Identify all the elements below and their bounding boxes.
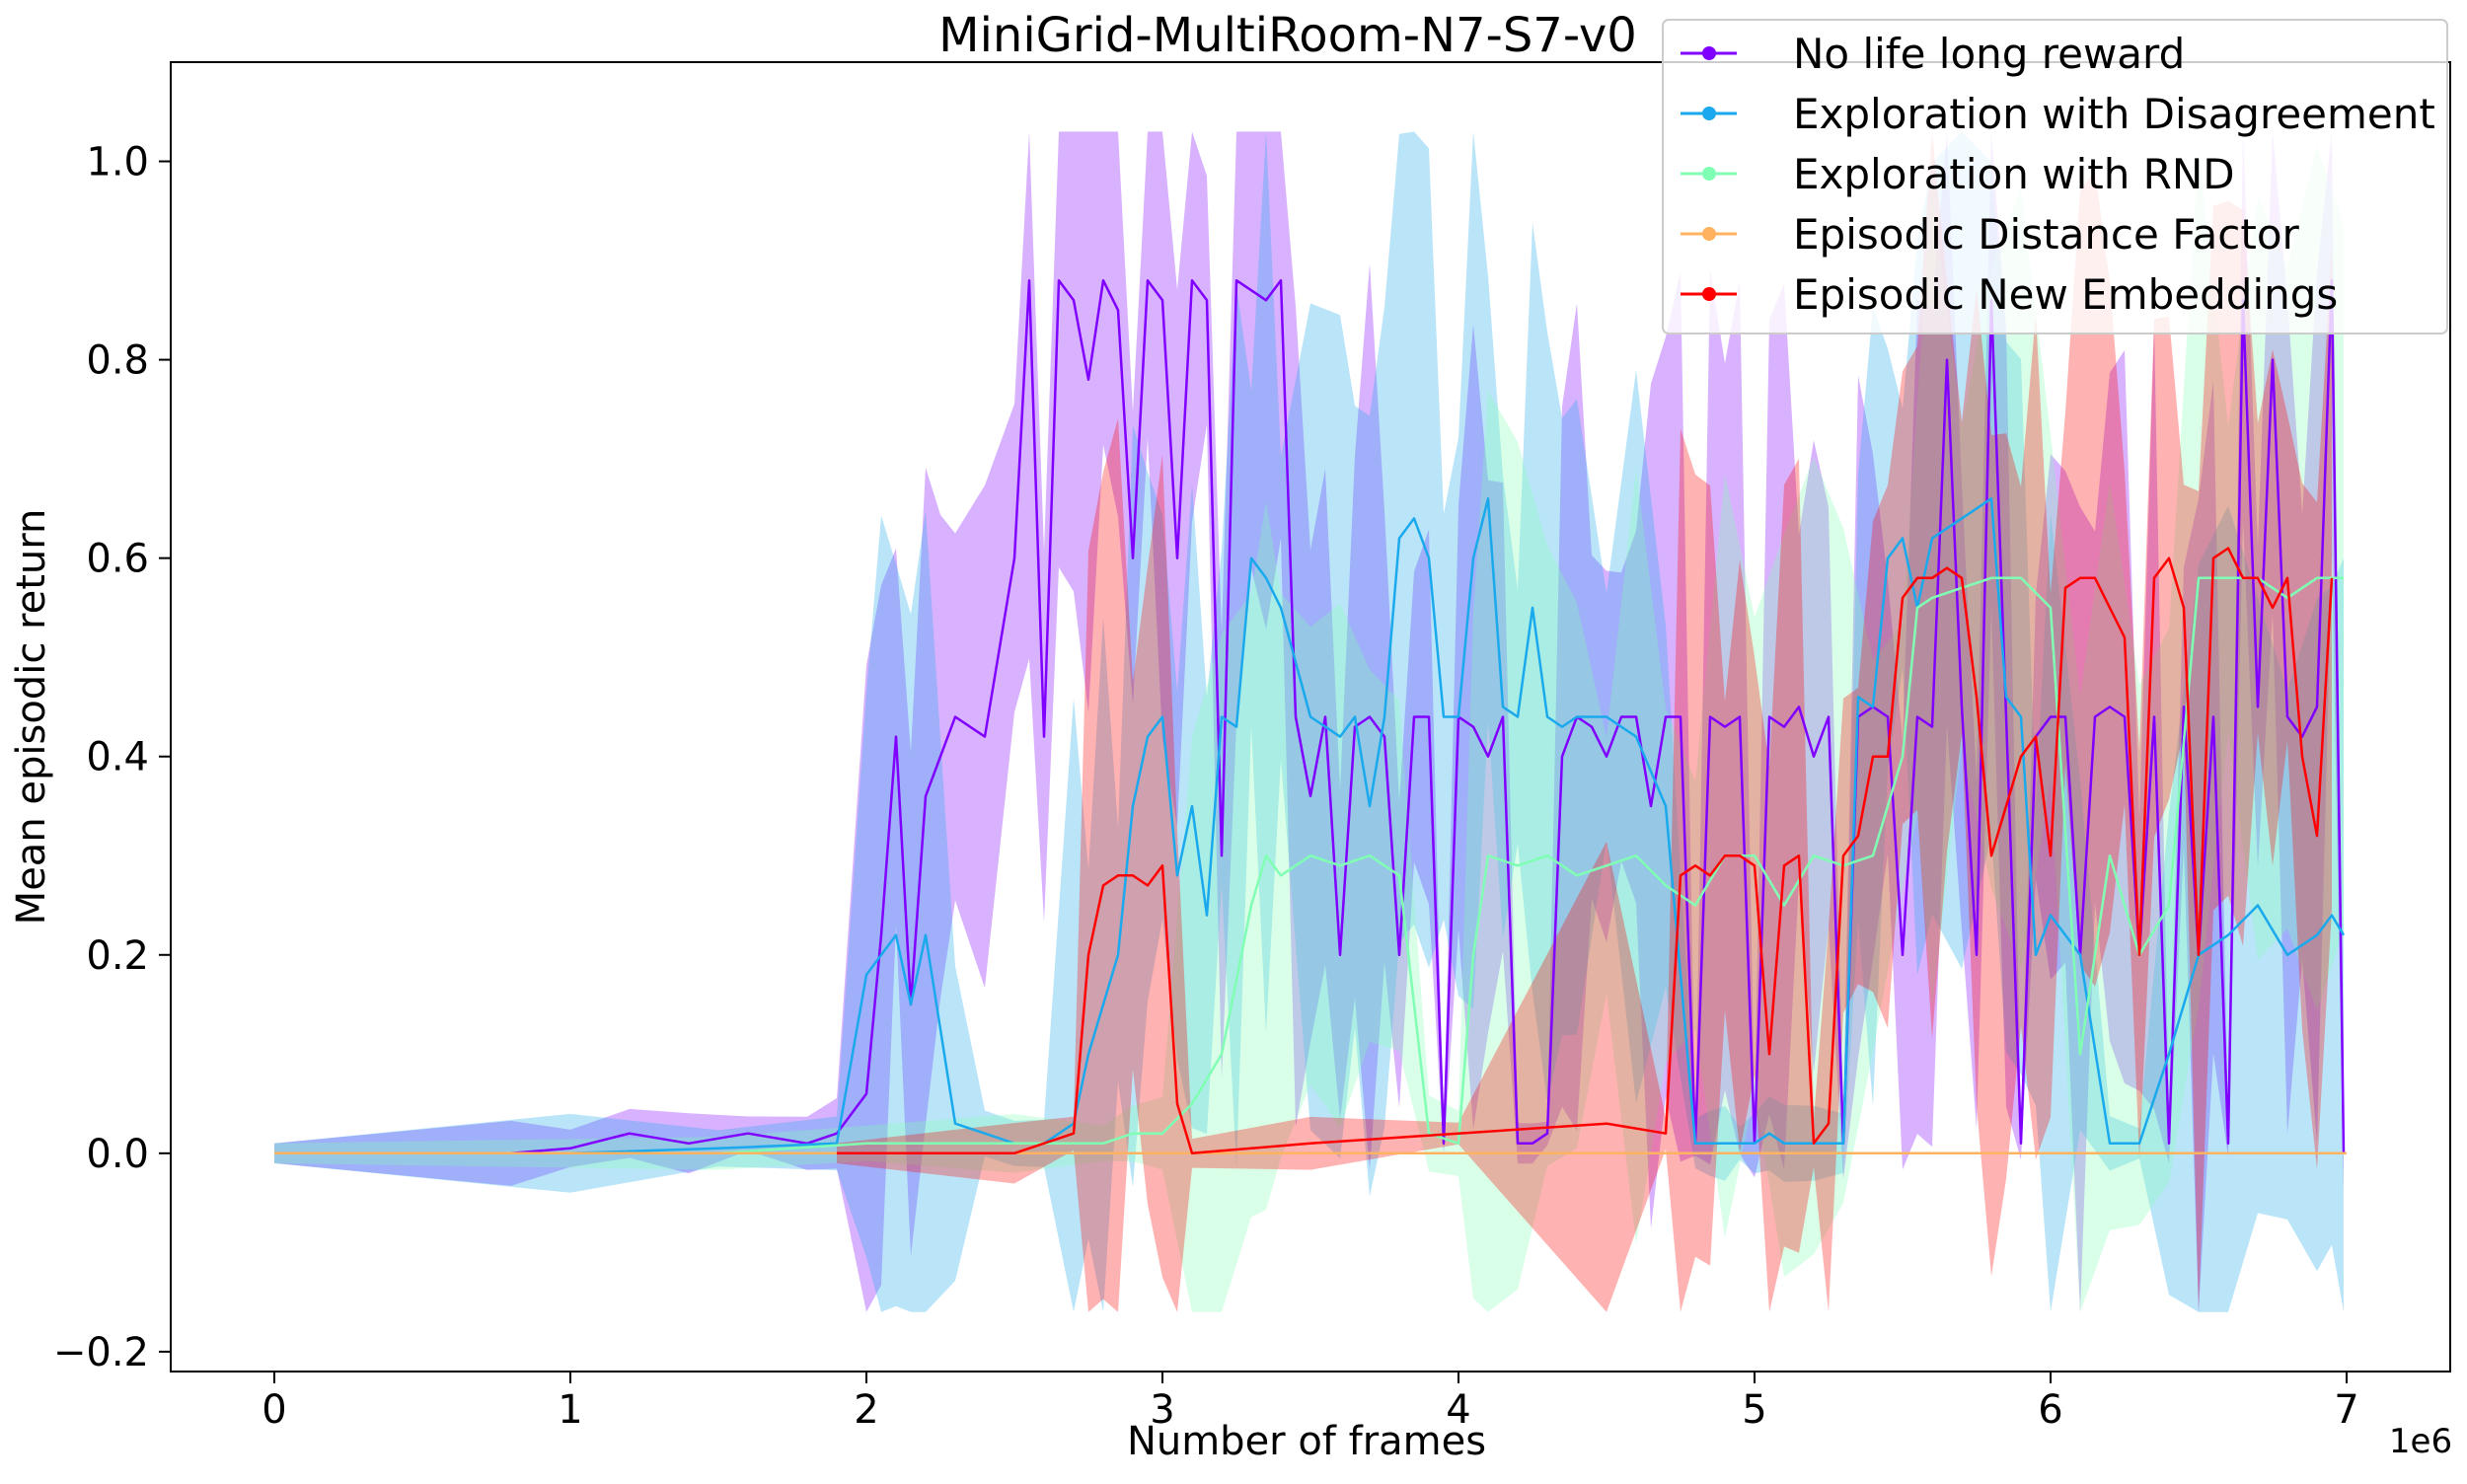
legend-label: Episodic New Embeddings <box>1793 270 2338 319</box>
legend-marker <box>1702 227 1716 241</box>
x-axis-offset-label: 1e6 <box>2389 1422 2452 1461</box>
chart-title: MiniGrid-MultiRoom-N7-S7-v0 <box>938 8 1637 63</box>
y-tick-label: 0.4 <box>86 735 149 780</box>
y-tick-label: 1.0 <box>86 140 149 186</box>
legend-marker <box>1702 107 1716 120</box>
y-tick-label: 0.6 <box>86 537 149 582</box>
x-tick-label: 6 <box>2038 1387 2062 1433</box>
y-axis: −0.2 0.0 0.2 0.4 0.6 0.8 1.0 <box>53 140 171 1375</box>
y-tick-label: 0.8 <box>86 338 149 384</box>
x-tick-label: 0 <box>262 1387 286 1433</box>
y-axis-label: Mean episodic return <box>9 509 54 926</box>
series-line <box>274 497 2346 1155</box>
x-tick-label: 4 <box>1446 1387 1470 1433</box>
plot-frame <box>170 61 2451 1373</box>
x-tick-label: 2 <box>854 1387 878 1433</box>
legend-label: Exploration with Disagreement <box>1793 90 2435 138</box>
x-tick-label: 7 <box>2334 1387 2358 1433</box>
y-tick-label: 0.2 <box>86 933 149 979</box>
y-tick-label: 0.0 <box>86 1132 149 1177</box>
x-axis: 0 1 2 3 4 5 6 7 <box>262 1372 2359 1433</box>
legend-label: No life long reward <box>1793 30 2185 78</box>
series-band <box>274 131 2344 1312</box>
legend-marker <box>1702 167 1716 181</box>
legend: No life long reward Exploration with Disa… <box>1662 19 2448 334</box>
x-axis-label: Number of frames <box>1127 1419 1486 1464</box>
x-tick-label: 5 <box>1742 1387 1766 1433</box>
x-tick-label: 1 <box>558 1387 582 1433</box>
series-band <box>274 145 2344 1312</box>
legend-box <box>1662 19 2448 334</box>
y-tick-label: −0.2 <box>53 1330 149 1375</box>
lines-layer <box>274 278 2347 1155</box>
series-line <box>274 576 2344 1155</box>
series-band <box>274 131 2344 1312</box>
series-line <box>837 547 2334 1155</box>
legend-marker <box>1702 287 1716 301</box>
series-band <box>837 131 2332 1312</box>
x-tick-label: 3 <box>1150 1387 1174 1433</box>
legend-label: Episodic Distance Factor <box>1793 210 2300 259</box>
series-line <box>274 278 2346 1155</box>
legend-label: Exploration with RND <box>1793 150 2235 198</box>
legend-marker <box>1702 46 1716 60</box>
bands-layer <box>274 131 2344 1312</box>
